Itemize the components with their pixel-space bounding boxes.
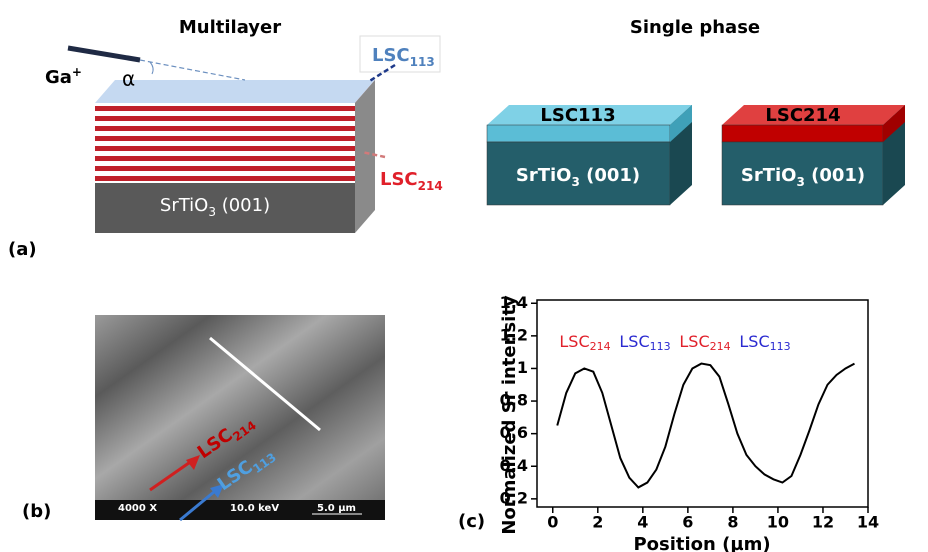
film	[722, 125, 883, 142]
title: Single phase	[630, 17, 760, 38]
stripe	[95, 176, 355, 181]
text: LSC	[739, 332, 769, 351]
ion-label: Ga+	[45, 65, 82, 89]
film-label: LSC214	[765, 105, 840, 126]
figure: Multilayer Ga+ α LSC113 LSC214 SrTiO3 (0…	[0, 0, 928, 552]
x-tick-label: 12	[812, 513, 834, 532]
annotation: LSC113	[619, 332, 670, 354]
text: LSC	[559, 332, 589, 351]
y-tick-label: 1.4	[500, 293, 528, 312]
text: SrTiO	[160, 195, 208, 216]
sub: 3	[796, 175, 804, 189]
y-tick-label: 0.8	[500, 391, 528, 410]
sup: +	[72, 65, 82, 79]
text: SrTiO	[516, 165, 572, 186]
annotation: LSC214	[559, 332, 610, 354]
stripe	[95, 126, 355, 131]
panel-label: (c)	[458, 511, 485, 532]
side-face	[355, 80, 375, 233]
x-tick-label: 2	[592, 513, 603, 532]
y-tick-label: 0.4	[500, 456, 528, 475]
film-label: LSC113	[540, 105, 615, 126]
x-tick-label: 14	[857, 513, 879, 532]
x-tick-label: 4	[637, 513, 648, 532]
stripe	[95, 146, 355, 151]
sub: 3	[208, 205, 216, 219]
x-tick-label: 0	[547, 513, 558, 532]
title: Multilayer	[179, 17, 281, 38]
film	[487, 125, 670, 142]
stripe	[95, 136, 355, 141]
y-tick-label: 1.2	[500, 325, 528, 344]
annotation: LSC113	[739, 332, 790, 354]
angle-label: α	[122, 67, 135, 91]
text: (001)	[805, 165, 865, 186]
arrow	[368, 65, 395, 82]
info-text: 5.0 µm	[317, 503, 356, 514]
text: SrTiO	[741, 165, 797, 186]
stripe	[95, 156, 355, 161]
y-tick-label: 0.6	[500, 423, 528, 442]
panel-label: (a)	[8, 239, 37, 260]
angle-arc	[150, 62, 153, 74]
text: LSC	[380, 169, 418, 190]
x-tick-label: 6	[682, 513, 693, 532]
sub: 113	[770, 340, 791, 353]
stripe	[95, 166, 355, 171]
info-text: 4000 X	[118, 503, 157, 514]
text: LSC	[372, 45, 410, 66]
text: LSC	[619, 332, 649, 351]
layer-label: LSC113	[372, 45, 435, 69]
sem-image	[95, 315, 385, 520]
beam	[140, 60, 245, 80]
sub: 113	[410, 55, 435, 69]
info-text: 10.0 keV	[230, 503, 279, 514]
sub: 214	[590, 340, 611, 353]
text: (001)	[580, 165, 640, 186]
layer-label: LSC214	[380, 169, 443, 193]
stripe	[95, 106, 355, 111]
text: Ga	[45, 67, 72, 88]
substrate-label: SrTiO3 (001)	[160, 195, 270, 219]
top-face	[95, 80, 375, 103]
y-tick-label: 0.2	[500, 488, 528, 507]
data-line	[557, 364, 854, 488]
stripe	[95, 116, 355, 121]
ion-gun	[68, 48, 140, 60]
sub: 214	[710, 340, 731, 353]
x-axis-label: Position (µm)	[633, 534, 770, 552]
sub: 113	[650, 340, 671, 353]
panel-label: (b)	[22, 501, 51, 522]
text: (001)	[216, 195, 270, 216]
x-tick-label: 10	[767, 513, 789, 532]
text: LSC	[679, 332, 709, 351]
x-tick-label: 8	[727, 513, 738, 532]
sub: 3	[571, 175, 579, 189]
substrate	[487, 142, 670, 205]
y-tick-label: 1	[517, 358, 528, 377]
annotation: LSC214	[679, 332, 730, 354]
sub: 214	[418, 179, 443, 193]
